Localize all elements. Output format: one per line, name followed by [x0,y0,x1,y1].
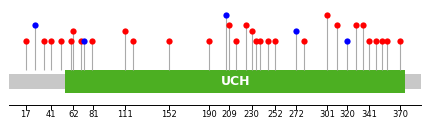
Text: UCH: UCH [221,75,250,88]
Bar [65,70,405,93]
Text: 81: 81 [88,110,99,119]
Text: 272: 272 [288,110,304,119]
Text: 230: 230 [244,110,260,119]
Text: 41: 41 [46,110,56,119]
Text: 320: 320 [339,110,355,119]
Text: 111: 111 [117,110,133,119]
Text: 252: 252 [267,110,283,119]
Bar [9,74,65,89]
Text: 152: 152 [161,110,177,119]
Text: 341: 341 [362,110,378,119]
Text: 190: 190 [201,110,217,119]
Bar [405,74,421,89]
Text: 209: 209 [221,110,237,119]
Text: 370: 370 [392,110,408,119]
Text: 17: 17 [20,110,31,119]
Text: 301: 301 [319,110,335,119]
Text: 62: 62 [68,110,79,119]
